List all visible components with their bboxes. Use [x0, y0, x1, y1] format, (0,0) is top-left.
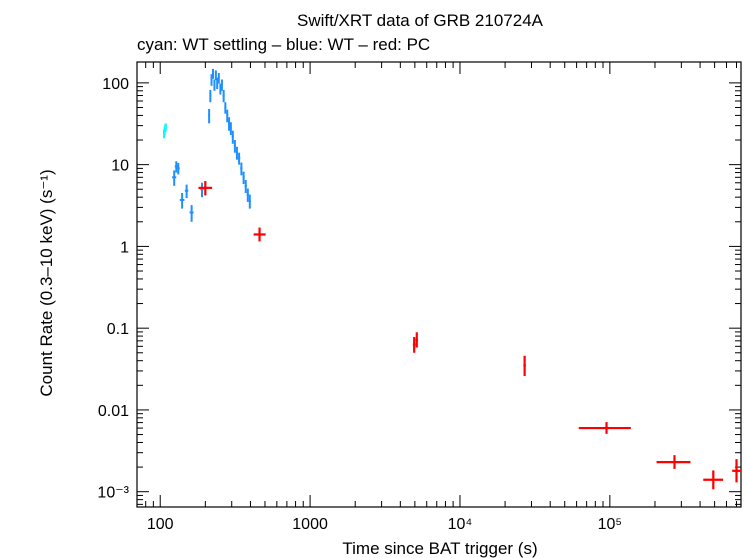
- x-tick-label: 10⁵: [598, 516, 622, 533]
- data-point-blue: [216, 77, 219, 90]
- data-point-blue: [214, 70, 217, 81]
- plot-border: [136, 61, 742, 508]
- axis-ticks: 100 1000 10⁴ 10⁵ 100 10 1 0.1 0.01 10⁻³: [97, 62, 741, 533]
- chart-title: Swift/XRT data of GRB 210724A: [297, 11, 544, 30]
- data-point-blue: [212, 68, 215, 79]
- data-point-blue: [224, 102, 227, 114]
- data-point-red: [415, 332, 419, 348]
- data-point-blue: [240, 162, 243, 176]
- data-point-blue: [208, 108, 211, 124]
- data-point-red: [732, 459, 741, 483]
- data-point-blue: [213, 79, 216, 91]
- data-point-blue: [200, 182, 204, 198]
- y-tick-label: 10⁻³: [97, 485, 129, 502]
- x-axis-label: Time since BAT trigger (s): [342, 539, 537, 558]
- data-point-red: [198, 181, 213, 196]
- data-point-blue: [228, 117, 231, 131]
- data-point-blue: [179, 192, 185, 209]
- data-point-blue: [226, 109, 229, 123]
- x-tick-label: 1000: [292, 516, 328, 533]
- y-axis-label: Count Rate (0.3–10 keV) (s⁻¹): [37, 169, 56, 396]
- series-blue: [172, 68, 251, 222]
- y-tick-label: 0.01: [98, 403, 129, 420]
- data-point-blue: [184, 184, 189, 199]
- data-point-blue: [220, 79, 223, 91]
- plot-frame: [136, 61, 742, 508]
- data-point-red: [412, 336, 416, 353]
- y-tick-label: 1: [120, 239, 129, 256]
- data-point-blue: [233, 140, 236, 153]
- data-point-blue: [246, 188, 249, 202]
- data-point-blue: [242, 171, 245, 184]
- data-point-blue: [248, 194, 251, 209]
- data-point-blue: [189, 205, 194, 222]
- data-point-blue: [222, 89, 225, 103]
- data-point-blue: [217, 73, 220, 84]
- data-point-blue: [244, 179, 247, 193]
- data-point-blue: [210, 74, 213, 86]
- data-point-cyan: [164, 123, 167, 131]
- data-points: [163, 68, 741, 490]
- data-point-blue: [172, 170, 177, 186]
- series-cyan: [163, 123, 167, 139]
- data-point-blue: [174, 161, 178, 173]
- x-tick-label: 100: [147, 516, 174, 533]
- y-tick-label: 100: [102, 76, 129, 93]
- data-point-red: [253, 227, 266, 242]
- data-point-blue: [219, 83, 222, 95]
- y-tick-label: 10: [111, 158, 129, 175]
- data-point-red: [578, 422, 631, 434]
- data-point-red: [523, 355, 526, 377]
- x-tick-label: 10⁴: [448, 516, 473, 533]
- data-point-red: [703, 470, 724, 490]
- chart-subtitle: cyan: WT settling – blue: WT – red: PC: [137, 35, 430, 54]
- data-point-red: [656, 455, 691, 469]
- data-point-blue: [209, 89, 212, 103]
- data-point-blue: [176, 162, 180, 175]
- data-point-blue: [235, 146, 238, 160]
- data-point-blue: [231, 130, 234, 144]
- y-tick-label: 0.1: [107, 321, 129, 338]
- data-point-blue: [237, 152, 241, 165]
- data-point-blue: [229, 122, 232, 136]
- series-red: [198, 181, 741, 490]
